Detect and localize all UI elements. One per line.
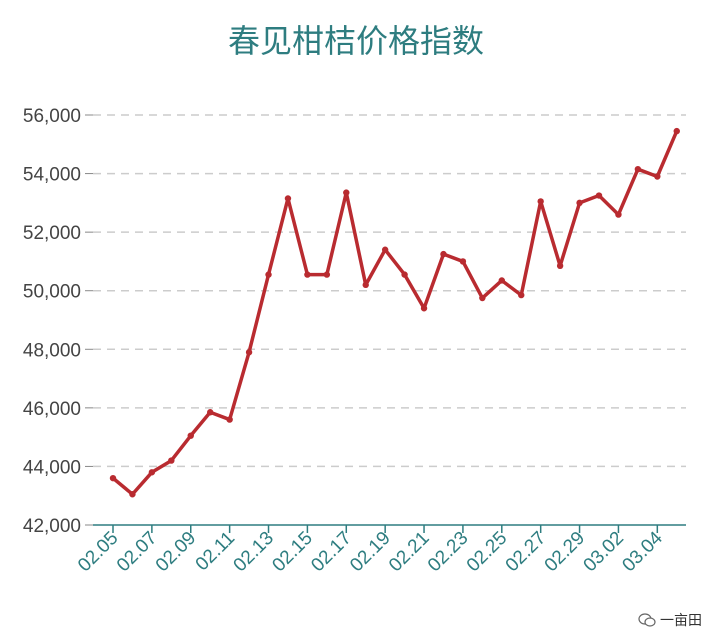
y-tick-label: 56,000 — [23, 106, 81, 127]
y-axis: 42,000 44,000 46,000 48,000 50,000 52,000 54,0… — [23, 106, 93, 537]
series-polyline — [111, 130, 679, 496]
x-tick-label: 02.13 — [230, 528, 278, 576]
data-point — [654, 173, 661, 180]
x-tick-label: 02.11 — [192, 528, 239, 575]
data-point — [459, 258, 467, 265]
x-tick-label: 02.07 — [113, 528, 161, 576]
x-tick-label: 02.29 — [541, 528, 589, 576]
data-point — [343, 189, 350, 196]
data-point — [479, 294, 486, 302]
x-tick-label: 02.09 — [152, 528, 200, 576]
data-point — [440, 250, 447, 258]
y-tick-label: 54,000 — [23, 165, 81, 186]
y-tick-label: 52,000 — [23, 223, 81, 244]
data-point — [595, 192, 603, 199]
data-point — [576, 199, 583, 207]
data-point — [537, 198, 544, 205]
data-point — [284, 195, 292, 202]
y-tick-label: 50,000 — [23, 282, 81, 303]
chart-title: 春见柑桔价格指数 — [228, 22, 484, 60]
watermark: 一亩田 — [638, 610, 702, 630]
wechat-bubble-icon — [638, 613, 656, 627]
data-point — [207, 409, 214, 416]
data-point — [245, 349, 253, 356]
data-point — [556, 262, 564, 270]
data-point — [304, 271, 311, 278]
grid-lines — [93, 114, 686, 468]
data-point — [401, 271, 408, 278]
x-tick-label: 02.21 — [385, 528, 433, 576]
x-tick-label: 02.17 — [307, 528, 355, 576]
data-point — [323, 271, 331, 278]
y-tick-label: 42,000 — [23, 516, 81, 537]
data-point — [226, 416, 233, 423]
x-tick-label: 02.15 — [268, 528, 316, 576]
x-axis: 02.0502.0702.0902.1102.1302.1502.1702.19… — [74, 524, 686, 576]
data-point — [634, 165, 642, 173]
series-line — [109, 127, 680, 498]
data-point — [518, 291, 525, 299]
data-point — [362, 281, 369, 289]
data-point — [265, 271, 272, 278]
x-tick-label: 03.04 — [618, 527, 667, 576]
data-point — [381, 246, 389, 253]
x-tick-label: 02.27 — [502, 528, 550, 576]
data-point — [109, 474, 117, 482]
x-tick-label: 02.19 — [346, 528, 394, 576]
x-tick-label: 02.25 — [463, 528, 511, 576]
y-tick-label: 46,000 — [23, 399, 81, 420]
data-point — [673, 127, 680, 135]
data-point — [498, 277, 505, 284]
data-point — [168, 457, 175, 464]
x-tick-label: 02.23 — [424, 528, 472, 576]
data-point — [129, 491, 136, 498]
watermark-text: 一亩田 — [660, 613, 702, 629]
data-point — [615, 211, 622, 218]
data-point — [187, 432, 194, 439]
data-point — [420, 305, 428, 312]
y-tick-label: 44,000 — [23, 457, 81, 478]
x-tick-label: 02.05 — [74, 528, 122, 576]
y-tick-label: 48,000 — [23, 340, 81, 361]
x-tick-label: 03.02 — [580, 528, 628, 576]
data-point — [148, 469, 156, 476]
